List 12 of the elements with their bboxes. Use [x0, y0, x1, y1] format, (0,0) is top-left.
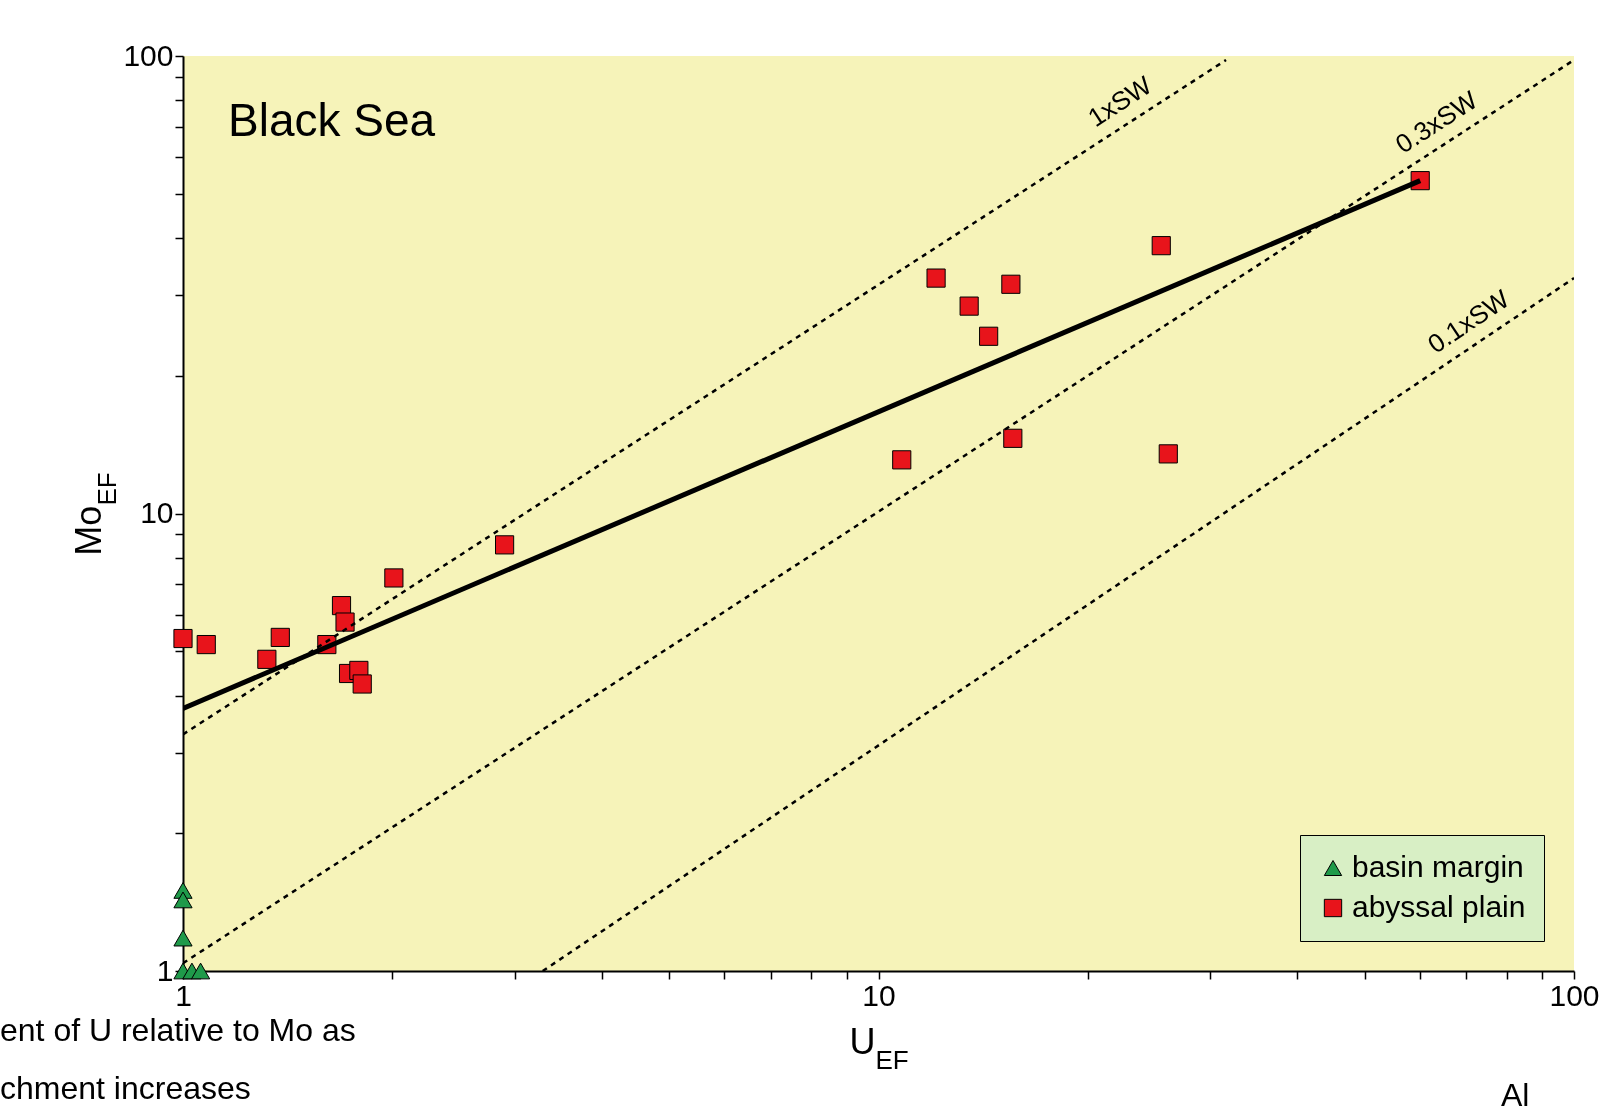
x-tick-label: 10 [862, 978, 896, 1012]
x-axis-title: U$_{EF}$ [849, 1020, 909, 1075]
text: chment increases [0, 1070, 251, 1106]
text: Al [1501, 1077, 1530, 1113]
text: Black Sea [228, 94, 436, 146]
y-tick-label: 10 [140, 496, 174, 529]
y-tick-label: 100 [123, 38, 174, 72]
y-tick-label: 1 [156, 953, 174, 987]
legend-label: basin margin [1352, 850, 1524, 883]
x-tick-label: 100 [1549, 978, 1600, 1012]
text: ent of U relative to Mo as [0, 1012, 356, 1048]
legend-label: abyssal plain [1352, 890, 1526, 923]
